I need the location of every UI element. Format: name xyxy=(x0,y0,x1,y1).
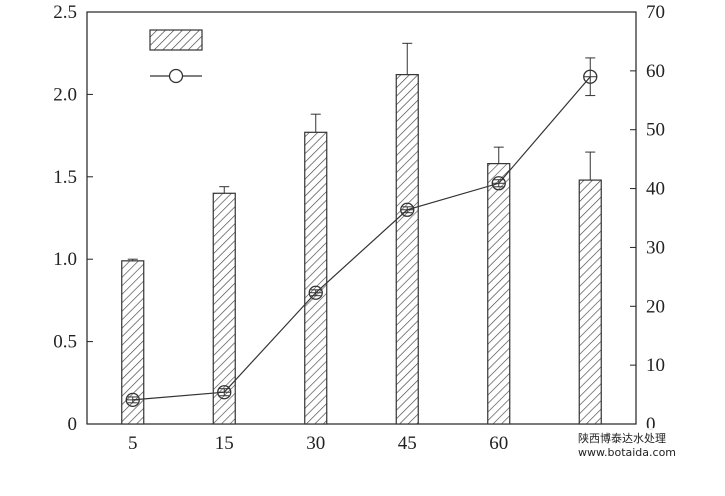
y-tick-label: 1.5 xyxy=(53,167,77,188)
y2-tick-label: 10 xyxy=(646,355,665,376)
y-tick-label: 0.5 xyxy=(53,332,77,353)
plot-frame xyxy=(86,11,637,425)
y-tick-label: 0 xyxy=(68,414,78,435)
x-tick-label: 45 xyxy=(398,433,417,454)
y2-tick-label: 20 xyxy=(646,296,665,317)
bar xyxy=(395,74,419,425)
watermark-bg xyxy=(576,428,680,462)
y2-tick-label: 50 xyxy=(646,120,665,141)
watermark: 陕西博泰达水处理 xyxy=(578,431,666,445)
line xyxy=(132,76,591,401)
bar xyxy=(487,163,511,425)
y2-tick-label: 40 xyxy=(646,179,665,200)
y2-tick-label: 60 xyxy=(646,61,665,82)
x-tick-label: 30 xyxy=(306,433,325,454)
y2-tick-label: 0 xyxy=(646,414,656,435)
y-tick-label: 2.5 xyxy=(53,2,77,23)
y2-tick-label: 30 xyxy=(646,237,665,258)
y-tick-label: 1.0 xyxy=(53,249,77,270)
x-tick-label: 5 xyxy=(128,433,138,454)
x-tick-label: 60 xyxy=(489,433,508,454)
y-tick-label: 2.0 xyxy=(53,84,77,105)
legend-swatch xyxy=(149,29,203,51)
legend-swatch xyxy=(168,68,184,84)
watermark: www.botaida.com xyxy=(578,446,676,459)
bar xyxy=(578,179,602,425)
bar xyxy=(304,131,328,425)
x-tick-label: 15 xyxy=(215,433,234,454)
y2-tick-label: 70 xyxy=(646,2,665,23)
